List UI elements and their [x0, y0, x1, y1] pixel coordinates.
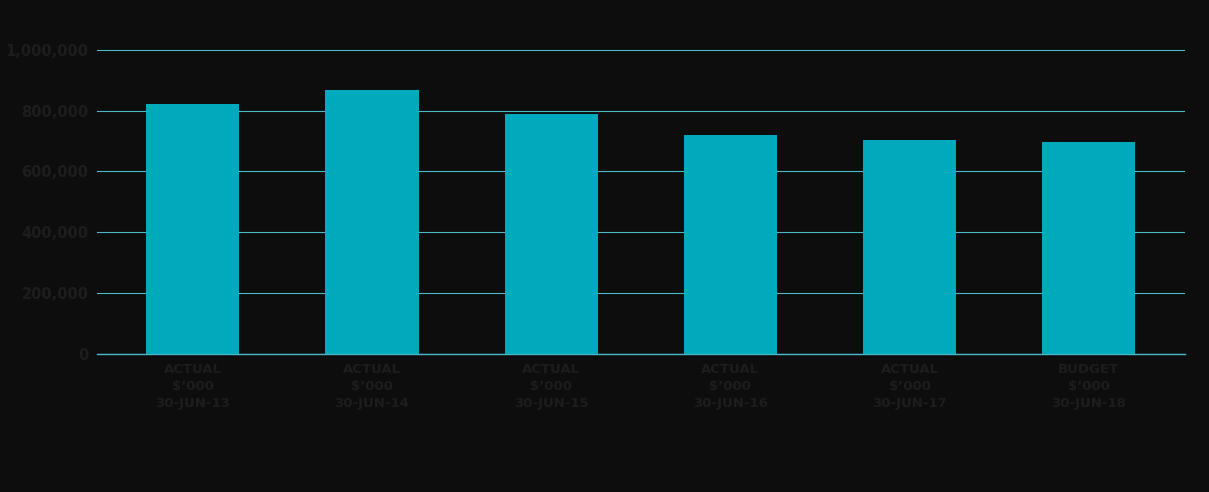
- Bar: [146, 104, 239, 354]
- Bar: [863, 140, 956, 354]
- Y-axis label: $'000s: $'000s: [0, 173, 1, 216]
- Bar: [504, 114, 597, 354]
- Bar: [1042, 142, 1135, 354]
- Bar: [325, 90, 418, 354]
- Bar: [684, 135, 777, 354]
